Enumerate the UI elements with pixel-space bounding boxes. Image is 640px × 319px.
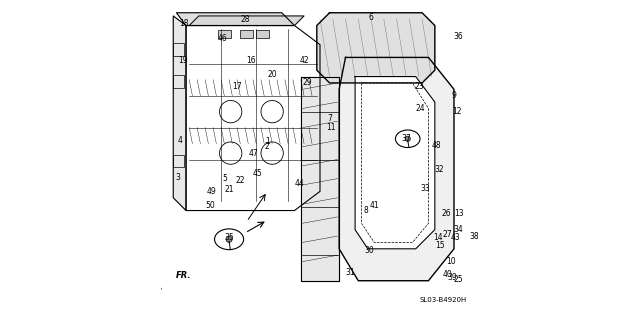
Text: 19: 19 [178, 56, 188, 65]
Text: 15: 15 [435, 241, 444, 250]
Text: 2: 2 [265, 142, 269, 151]
Text: 50: 50 [205, 201, 215, 210]
Polygon shape [355, 77, 435, 249]
Ellipse shape [214, 229, 244, 249]
Text: 37: 37 [401, 134, 411, 143]
Polygon shape [339, 57, 454, 281]
Text: 25: 25 [454, 275, 463, 284]
Text: 48: 48 [431, 141, 441, 150]
Text: 43: 43 [451, 233, 460, 242]
Text: 20: 20 [268, 70, 277, 79]
Text: 27: 27 [443, 230, 452, 239]
Text: 34: 34 [454, 225, 463, 234]
Text: 23: 23 [414, 82, 424, 91]
Polygon shape [189, 16, 304, 26]
Polygon shape [317, 13, 435, 83]
Text: 40: 40 [443, 270, 452, 279]
Text: 12: 12 [452, 107, 462, 116]
Text: 1: 1 [265, 137, 269, 146]
Polygon shape [301, 77, 339, 281]
Text: 41: 41 [369, 201, 379, 210]
Text: 22: 22 [236, 176, 245, 185]
Text: 14: 14 [433, 233, 443, 242]
Text: 13: 13 [454, 209, 463, 218]
Text: 32: 32 [435, 165, 444, 174]
Text: 5: 5 [222, 174, 227, 183]
Polygon shape [177, 13, 294, 26]
Text: 33: 33 [420, 184, 430, 193]
Text: 30: 30 [365, 246, 374, 255]
Ellipse shape [396, 130, 420, 148]
Polygon shape [173, 16, 186, 211]
Text: 35: 35 [224, 233, 234, 242]
Text: 45: 45 [253, 169, 262, 178]
Text: 11: 11 [326, 123, 336, 132]
Bar [256, 30, 269, 38]
Text: 42: 42 [300, 56, 309, 65]
Text: 31: 31 [346, 268, 355, 277]
Text: 9: 9 [452, 91, 456, 100]
Text: 8: 8 [364, 206, 369, 215]
Bar [218, 30, 230, 38]
Text: 24: 24 [415, 104, 426, 113]
Text: 6: 6 [369, 13, 374, 22]
Text: 10: 10 [446, 257, 456, 266]
Text: 4: 4 [177, 136, 182, 145]
Text: 39: 39 [447, 273, 457, 282]
Text: 7: 7 [327, 114, 332, 122]
Bar [240, 30, 253, 38]
Text: 17: 17 [232, 82, 242, 91]
Text: 29: 29 [303, 78, 312, 87]
Text: 36: 36 [454, 32, 463, 41]
Text: SL03-B4920H: SL03-B4920H [419, 297, 467, 303]
Text: 3: 3 [175, 173, 180, 182]
Text: 28: 28 [240, 15, 250, 24]
Ellipse shape [405, 136, 410, 141]
Ellipse shape [226, 236, 232, 242]
Text: 26: 26 [441, 209, 451, 218]
Text: 38: 38 [470, 232, 479, 241]
Text: 46: 46 [218, 34, 228, 43]
Text: 16: 16 [246, 56, 256, 65]
Text: 44: 44 [294, 179, 304, 188]
Text: FR.: FR. [176, 271, 191, 280]
Text: 49: 49 [207, 187, 216, 196]
Text: 47: 47 [248, 149, 258, 158]
Text: 21: 21 [225, 185, 234, 194]
Text: 18: 18 [180, 19, 189, 28]
